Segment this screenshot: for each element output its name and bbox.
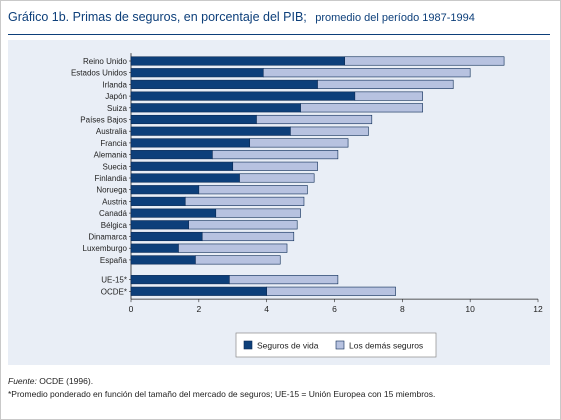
chart-header: Gráfico 1b. Primas de seguros, en porcen… xyxy=(8,8,553,34)
bar-vida-10 xyxy=(130,173,240,183)
bar-vida-0 xyxy=(130,56,345,66)
bar-vida-17 xyxy=(130,255,196,265)
bar-demas-19 xyxy=(266,286,396,296)
source-label: Fuente: xyxy=(8,376,37,386)
x-tick-label: 0 xyxy=(129,304,134,314)
bar-demas-17 xyxy=(195,255,281,265)
bar-demas-6 xyxy=(290,126,369,136)
chart-title: Gráfico 1b. Primas de seguros, en porcen… xyxy=(8,10,307,24)
category-label: Bélgica xyxy=(101,221,128,230)
bar-vida-8 xyxy=(130,150,213,160)
bar-demas-9 xyxy=(232,161,318,171)
category-label: Países Bajos xyxy=(80,116,127,125)
bar-demas-3 xyxy=(354,91,423,101)
bar-vida-14 xyxy=(130,220,189,230)
category-label: Suecia xyxy=(103,162,128,171)
category-label: Australia xyxy=(96,127,128,136)
bar-demas-5 xyxy=(256,114,373,125)
category-label: Reino Unido xyxy=(83,57,128,66)
x-tick-label: 10 xyxy=(465,304,475,314)
category-label: Luxemburgo xyxy=(83,244,128,253)
x-tick-label: 12 xyxy=(533,304,543,314)
category-label: Canadá xyxy=(99,209,128,218)
footnote: *Promedio ponderado en función del tamañ… xyxy=(8,389,436,399)
bar-demas-8 xyxy=(212,150,339,160)
category-label: España xyxy=(100,256,128,265)
bar-demas-2 xyxy=(317,79,454,89)
category-label: Finlandia xyxy=(95,174,128,183)
bar-demas-4 xyxy=(300,103,423,113)
bar-vida-15 xyxy=(130,231,203,242)
category-label: Estados Unidos xyxy=(71,69,127,78)
source-line: Fuente: OCDE (1996). xyxy=(8,375,553,388)
title-rule xyxy=(8,34,550,35)
legend-swatch-demas xyxy=(335,340,345,350)
category-label: Suiza xyxy=(107,104,128,113)
legend-label-demas: Los demás seguros xyxy=(349,341,423,351)
bar-vida-1 xyxy=(130,68,264,78)
category-label: Japón xyxy=(105,92,127,101)
category-label: Alemania xyxy=(94,151,128,160)
bar-chart: Reino Unido Estados Unidos Irlanda Japón Sui… xyxy=(71,53,543,358)
category-label: OCDE* xyxy=(101,287,127,296)
x-tick-label: 6 xyxy=(332,304,337,314)
category-label: Irlanda xyxy=(103,80,128,89)
category-label: Austria xyxy=(102,197,127,206)
bar-vida-7 xyxy=(130,138,251,148)
bar-vida-9 xyxy=(130,161,234,171)
bar-demas-0 xyxy=(344,56,505,66)
bar-vida-6 xyxy=(130,126,291,136)
bar-vida-16 xyxy=(130,243,179,253)
bar-vida-18 xyxy=(130,275,230,285)
legend-swatch-vida xyxy=(243,340,253,350)
bar-vida-13 xyxy=(130,208,217,218)
bar-demas-10 xyxy=(239,173,315,183)
chart-subtitle: promedio del período 1987-1994 xyxy=(315,12,475,24)
bar-demas-11 xyxy=(198,185,308,195)
bar-vida-11 xyxy=(130,185,200,195)
bar-demas-12 xyxy=(184,196,305,206)
bar-demas-16 xyxy=(178,243,288,253)
source-text: OCDE (1996). xyxy=(39,376,94,386)
bar-demas-14 xyxy=(188,220,298,230)
bar-vida-4 xyxy=(130,103,301,113)
bar-demas-7 xyxy=(249,138,349,148)
chart-panel: Reino Unido Estados Unidos Irlanda Japón Sui… xyxy=(8,40,550,365)
category-label: UE-15* xyxy=(101,276,127,285)
bar-demas-15 xyxy=(201,231,295,242)
x-tick-label: 2 xyxy=(196,304,201,314)
x-tick-label: 4 xyxy=(264,304,269,314)
bar-vida-3 xyxy=(130,91,356,101)
bar-vida-12 xyxy=(130,196,186,206)
legend-box xyxy=(235,332,437,358)
category-label: Dinamarca xyxy=(88,233,127,242)
category-label: Francia xyxy=(100,139,127,148)
chart-notes: Fuente: OCDE (1996). *Promedio ponderado… xyxy=(8,375,553,401)
bar-vida-5 xyxy=(130,114,257,125)
legend-label-vida: Seguros de vida xyxy=(257,341,319,351)
bar-demas-18 xyxy=(229,275,339,285)
category-label: Noruega xyxy=(96,186,127,195)
bar-demas-13 xyxy=(215,208,301,218)
bar-vida-2 xyxy=(130,79,318,89)
x-tick-label: 8 xyxy=(400,304,405,314)
bar-vida-19 xyxy=(130,286,267,296)
bar-demas-1 xyxy=(262,68,471,78)
